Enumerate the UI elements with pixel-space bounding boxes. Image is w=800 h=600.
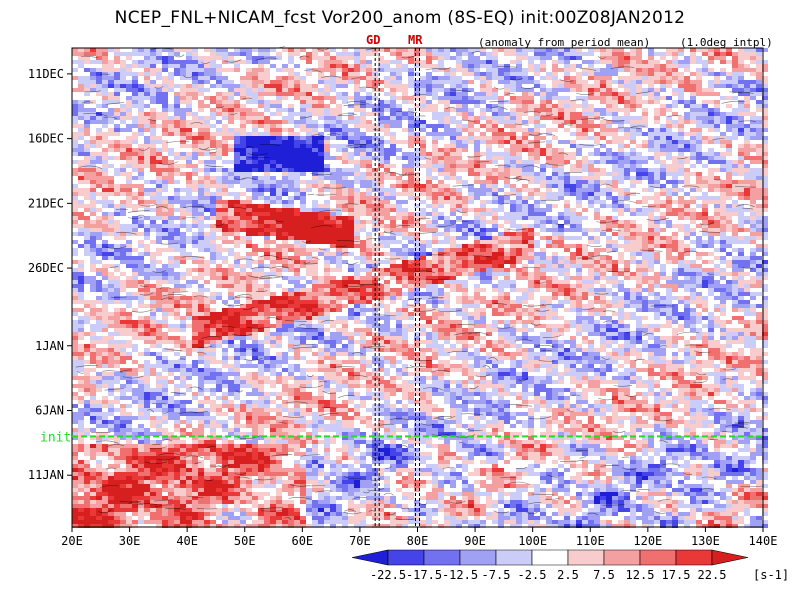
- y-tick-label: 21DEC: [28, 196, 64, 210]
- x-tick-label: 80E: [407, 534, 429, 548]
- colorbar-label: 7.5: [593, 568, 615, 582]
- colorbar: -22.5 -17.5 -12.5 -7.5 -2.5 2.5 7.5 12.5 17.5 22.…: [351, 549, 789, 582]
- marker-label-mr: MR: [408, 33, 423, 47]
- contour-lines: [75, 46, 763, 520]
- colorbar-label: 17.5: [662, 568, 691, 582]
- colorbar-swatch: [675, 549, 713, 566]
- y-tick-label: 11DEC: [28, 67, 64, 81]
- x-tick-label: 30E: [119, 534, 141, 548]
- colorbar-swatch: [567, 549, 605, 566]
- x-tick-label: 60E: [291, 534, 313, 548]
- colorbar-label: 12.5: [626, 568, 655, 582]
- y-tick-label: 16DEC: [28, 132, 64, 146]
- x-tick-label: 130E: [691, 534, 720, 548]
- x-tick-label: 140E: [749, 534, 778, 548]
- colorbar-swatch: [351, 549, 389, 566]
- colorbar-label: -22.5: [370, 568, 406, 582]
- x-tick-label: 110E: [576, 534, 605, 548]
- marker-label-gd: GD: [366, 33, 381, 47]
- x-tick-label: 120E: [633, 534, 662, 548]
- y-tick-label: 26DEC: [28, 261, 64, 275]
- colorbar-swatch: [639, 549, 677, 566]
- vorticity-field: [72, 48, 768, 528]
- x-tick-label: 90E: [464, 534, 486, 548]
- chart-title: NCEP_FNL+NICAM_fcst Vor200_anom (8S-EQ) …: [114, 8, 686, 28]
- chart-note: (1.0deg intpl): [680, 36, 773, 49]
- y-tick-label: 6JAN: [35, 403, 64, 417]
- colorbar-units: [s-1]: [753, 568, 789, 582]
- x-tick-label: 70E: [349, 534, 371, 548]
- colorbar-swatch: [459, 549, 497, 566]
- colorbar-swatch: [531, 549, 569, 566]
- x-tick-label: 20E: [61, 534, 83, 548]
- colorbar-swatch: [711, 549, 749, 566]
- chart-subtitle: (anomaly from period mean): [478, 36, 651, 49]
- colorbar-label: -2.5: [518, 568, 547, 582]
- init-label: init: [40, 430, 71, 445]
- colorbar-label: 2.5: [557, 568, 579, 582]
- x-tick-label: 40E: [176, 534, 198, 548]
- colorbar-label: -7.5: [482, 568, 511, 582]
- colorbar-swatch: [495, 549, 533, 566]
- colorbar-label: 22.5: [698, 568, 727, 582]
- x-tick-label: 50E: [234, 534, 256, 548]
- y-tick-label: 11JAN: [28, 468, 64, 482]
- colorbar-swatch: [423, 549, 461, 566]
- colorbar-label: -12.5: [442, 568, 478, 582]
- x-tick-label: 100E: [518, 534, 547, 548]
- colorbar-swatch: [603, 549, 641, 566]
- colorbar-label: -17.5: [406, 568, 442, 582]
- colorbar-swatch: [387, 549, 425, 566]
- y-tick-label: 1JAN: [35, 339, 64, 353]
